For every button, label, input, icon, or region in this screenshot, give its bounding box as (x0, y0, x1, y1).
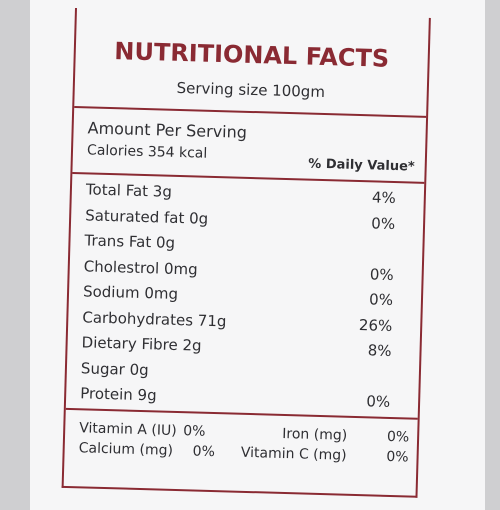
serving-size: Serving size 100gm (176, 78, 326, 102)
nutrient-name: Saturated fat 0g (84, 205, 209, 228)
calories: Calories 354 kcal (86, 142, 208, 162)
nutrient-name: Total Fat 3g (85, 180, 173, 201)
title: NUTRITIONAL FACTS (113, 37, 390, 73)
nutrition-label: NUTRITIONAL FACTS Serving size 100gm Amo… (61, 8, 431, 498)
vitamin-value: 0% (183, 423, 206, 440)
nutrient-name: Cholestrol 0mg (83, 256, 198, 279)
daily-value: 0% (371, 213, 396, 233)
vitamin-value: 0% (386, 428, 410, 446)
daily-value: 26% (358, 315, 393, 335)
vitamin-name: Iron (mg) (282, 425, 348, 444)
nutrient-name: Sugar 0g (80, 358, 149, 379)
vitamin-name: Calcium (mg) (78, 440, 174, 459)
nutrient-name: Protein 9g (79, 384, 157, 405)
nutrient-name: Trans Fat 0g (84, 231, 176, 252)
daily-value-header: % Daily Value* (308, 156, 415, 175)
nutrient-name: Sodium 0mg (82, 282, 179, 303)
divider (65, 407, 418, 420)
daily-value: 0% (366, 392, 391, 411)
vitamin-name: Vitamin A (IU) (79, 420, 177, 439)
nutrient-name: Carbohydrates 71g (82, 307, 227, 330)
daily-value: 8% (367, 341, 392, 360)
divider (74, 106, 427, 118)
daily-value: 4% (371, 188, 397, 208)
daily-value: 0% (368, 290, 394, 309)
package (30, 0, 485, 510)
vitamin-value: 0% (192, 443, 216, 461)
vitamin-name: Vitamin C (mg) (240, 444, 347, 464)
daily-value: 0% (369, 264, 394, 284)
amount-header: Amount Per Serving (87, 118, 248, 142)
vitamin-value: 0% (386, 448, 409, 466)
nutrient-name: Dietary Fibre 2g (81, 333, 202, 355)
